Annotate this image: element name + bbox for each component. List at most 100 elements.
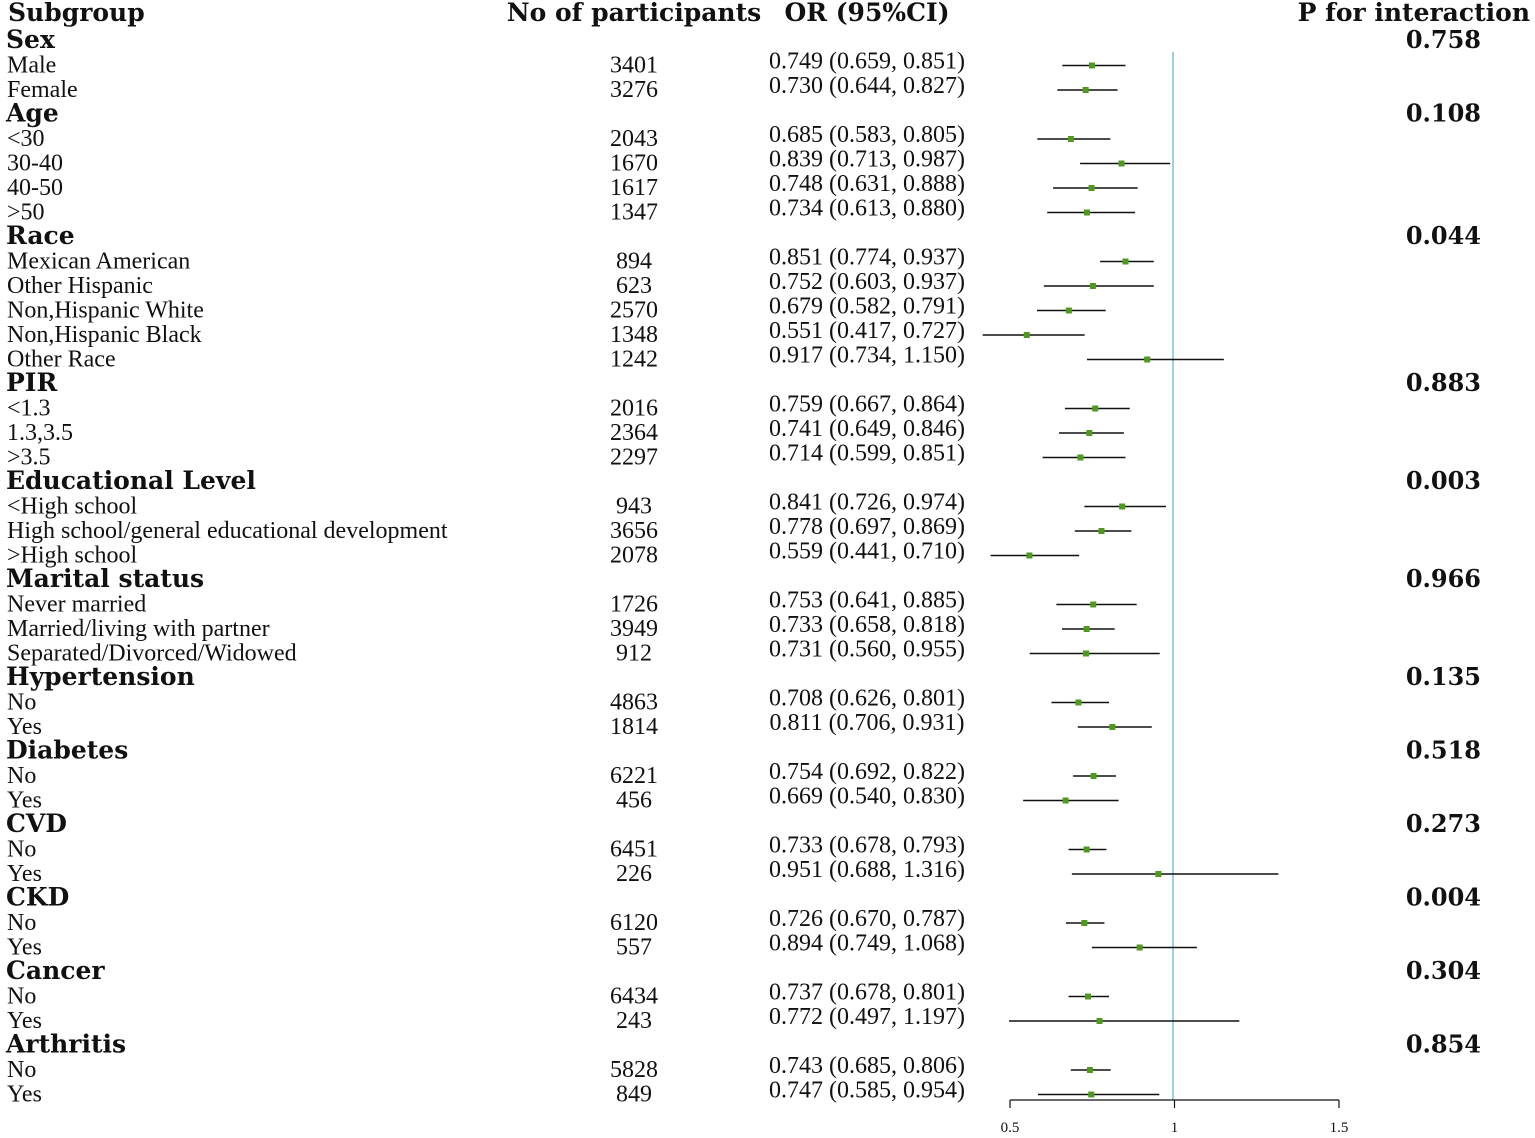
group-label: CKD — [6, 883, 69, 912]
or-point — [1122, 258, 1129, 265]
participants-count: 849 — [616, 1082, 652, 1108]
or-point — [1088, 185, 1095, 191]
subgroup-label: >50 — [7, 200, 45, 226]
or-point — [1089, 283, 1096, 289]
participants-count: 2043 — [610, 126, 658, 152]
or-ci-text: 0.731 (0.560, 0.955) — [769, 637, 965, 663]
or-ci-text: 0.747 (0.585, 0.954) — [769, 1078, 965, 1104]
subgroup-label: Yes — [7, 788, 42, 814]
x-axis-ticks: 0.5 1 1.5 — [1001, 1100, 1348, 1136]
subgroup-label: Other Hispanic — [7, 273, 153, 299]
participants-count: 1617 — [610, 175, 658, 201]
or-point — [1067, 136, 1074, 142]
or-ci-text: 0.851 (0.774, 0.937) — [769, 245, 965, 271]
participants-count: 912 — [616, 641, 652, 667]
or-point — [1023, 332, 1030, 338]
or-ci-text: 0.778 (0.697, 0.869) — [769, 514, 965, 540]
participants-count: 557 — [616, 935, 652, 961]
or-point — [1109, 724, 1116, 730]
or-ci-text: 0.772 (0.497, 1.197) — [769, 1004, 965, 1030]
participants-count: 943 — [616, 494, 652, 520]
or-ci-text: 0.754 (0.692, 0.822) — [769, 759, 965, 785]
header-or: OR (95%CI) — [784, 0, 949, 27]
group-label: Hypertension — [6, 662, 195, 691]
x-tick-label: 1 — [1171, 1120, 1179, 1136]
subgroup-label: Other Race — [7, 347, 116, 373]
participants-count: 2297 — [610, 445, 658, 471]
group-label: PIR — [6, 368, 57, 397]
header-subgroup: Subgroup — [8, 0, 145, 27]
x-tick-label: 0.5 — [1001, 1120, 1020, 1136]
participants-count: 5828 — [610, 1057, 658, 1083]
participants-count: 6120 — [610, 910, 658, 936]
or-ci-text: 0.759 (0.667, 0.864) — [769, 392, 965, 418]
subgroup-label: <30 — [7, 126, 45, 152]
subgroup-label: No — [7, 984, 36, 1010]
group-label: Race — [6, 221, 75, 250]
or-ci-text: 0.669 (0.540, 0.830) — [769, 784, 965, 810]
subgroup-label: Male — [7, 53, 56, 79]
or-point — [1118, 160, 1125, 167]
or-ci-text: 0.917 (0.734, 1.150) — [769, 343, 965, 369]
or-point — [1062, 797, 1069, 804]
subgroup-label: Yes — [7, 714, 42, 740]
or-ci-text: 0.839 (0.713, 0.987) — [769, 147, 965, 173]
participants-count: 6451 — [610, 837, 658, 863]
subgroup-label: >High school — [7, 543, 138, 569]
subgroup-label: No — [7, 690, 36, 716]
or-point — [1090, 773, 1097, 779]
or-point — [1090, 601, 1097, 608]
or-ci-text: 0.737 (0.678, 0.801) — [769, 980, 965, 1006]
subgroup-label: Yes — [7, 1008, 42, 1034]
participants-count: 3401 — [610, 53, 658, 79]
or-point — [1026, 552, 1033, 559]
participants-count: 1814 — [610, 714, 658, 740]
or-point — [1119, 503, 1126, 510]
subgroup-label: Yes — [7, 935, 42, 961]
or-ci-text: 0.752 (0.603, 0.937) — [769, 269, 965, 295]
or-ci-text: 0.811 (0.706, 0.931) — [769, 710, 964, 736]
p-interaction-value: 0.003 — [1406, 466, 1481, 495]
group-label: Marital status — [6, 564, 204, 593]
participants-count: 243 — [616, 1008, 652, 1034]
subgroup-label: Married/living with partner — [7, 616, 270, 642]
participants-count: 1347 — [610, 200, 658, 226]
subgroup-label: 30-40 — [7, 151, 63, 177]
participants-count: 2364 — [610, 420, 658, 446]
subgroup-label: Non,Hispanic Black — [7, 322, 202, 348]
subgroup-label: Never married — [7, 592, 146, 618]
p-interaction-value: 0.854 — [1406, 1030, 1481, 1059]
or-point — [1084, 993, 1091, 1000]
or-ci-text: 0.733 (0.658, 0.818) — [769, 612, 965, 638]
participants-count: 226 — [616, 861, 652, 887]
participants-count: 6221 — [610, 763, 658, 789]
or-point — [1096, 1018, 1103, 1024]
participants-count: 3949 — [610, 616, 658, 642]
or-point — [1083, 209, 1090, 216]
subgroup-label: No — [7, 763, 36, 789]
or-ci-text: 0.559 (0.441, 0.710) — [769, 539, 965, 565]
subgroup-label: Mexican American — [7, 249, 190, 275]
subgroup-label: >3.5 — [7, 445, 51, 471]
p-interaction-value: 0.518 — [1406, 736, 1481, 765]
or-point — [1083, 846, 1090, 853]
subgroup-label: High school/general educational developm… — [7, 518, 448, 544]
or-ci-text: 0.685 (0.583, 0.805) — [769, 122, 965, 148]
forest-rows: Sex 0.758 Male 3401 0.749 (0.659, 0.851) Fema… — [5, 25, 1481, 1108]
p-interaction-value: 0.273 — [1406, 809, 1481, 838]
or-ci-text: 0.726 (0.670, 0.787) — [769, 906, 965, 932]
group-label: Diabetes — [6, 736, 128, 765]
or-ci-text: 0.733 (0.678, 0.793) — [769, 833, 965, 859]
or-ci-text: 0.748 (0.631, 0.888) — [769, 171, 965, 197]
subgroup-label: No — [7, 837, 36, 863]
or-point — [1092, 405, 1099, 412]
or-point — [1082, 87, 1089, 93]
or-ci-text: 0.951 (0.688, 1.316) — [769, 857, 965, 883]
or-ci-text: 0.708 (0.626, 0.801) — [769, 686, 965, 712]
or-ci-text: 0.749 (0.659, 0.851) — [769, 49, 965, 75]
or-point — [1081, 920, 1088, 926]
header-participants: No of participants — [507, 0, 761, 27]
p-interaction-value: 0.004 — [1406, 883, 1481, 912]
participants-count: 894 — [616, 249, 652, 275]
